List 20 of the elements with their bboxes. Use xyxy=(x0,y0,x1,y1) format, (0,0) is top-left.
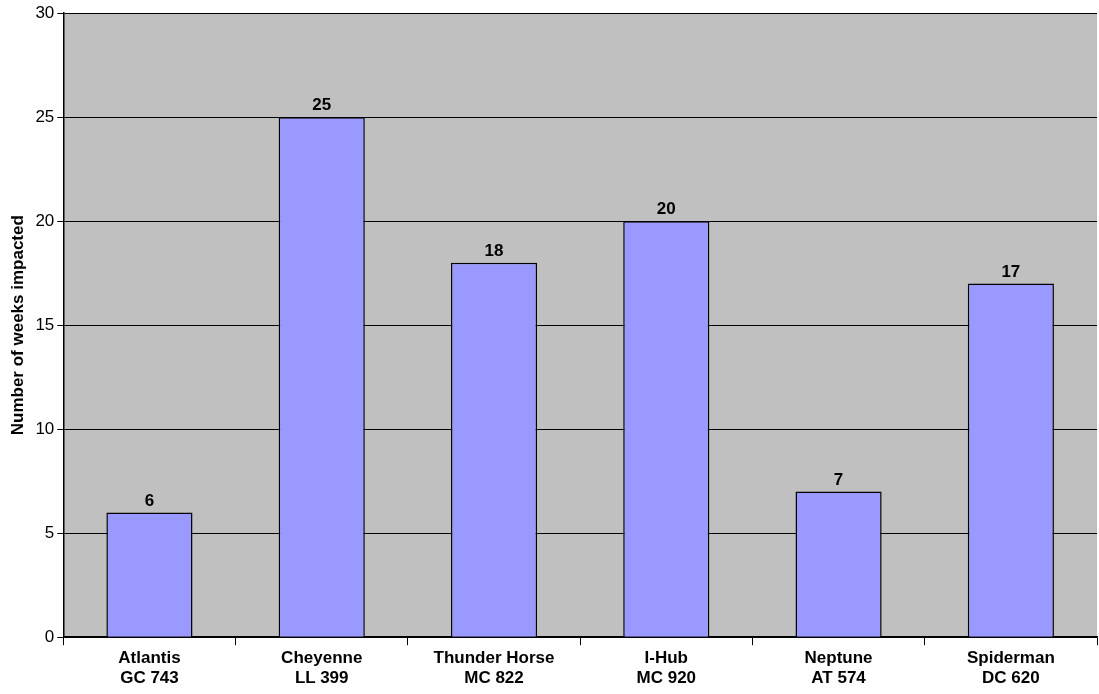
y-tick-label: 25 xyxy=(35,106,55,126)
data-label: 6 xyxy=(144,490,155,510)
y-tick-label: 5 xyxy=(44,522,55,542)
x-tick-label: Neptune AT 574 xyxy=(804,648,873,688)
y-tick-label: 20 xyxy=(35,210,55,230)
data-label: 20 xyxy=(656,199,676,219)
data-label: 17 xyxy=(1001,261,1021,281)
x-tick-label: Cheyenne LL 399 xyxy=(281,648,363,688)
data-label: 25 xyxy=(312,95,332,115)
y-tick-label: 0 xyxy=(44,626,55,646)
y-tick-label: 10 xyxy=(35,418,55,438)
y-tick-label: 30 xyxy=(35,2,55,22)
data-label: 18 xyxy=(484,240,504,260)
y-axis-title: Number of weeks impacted xyxy=(7,215,27,436)
x-tick-label: Spiderman DC 620 xyxy=(966,648,1055,688)
data-label: 7 xyxy=(833,469,844,489)
x-tick-label: Atlantis GC 743 xyxy=(118,648,181,688)
y-tick-label: 15 xyxy=(35,314,55,334)
x-tick-label: Thunder Horse MC 822 xyxy=(433,648,555,688)
x-tick-label: I-Hub MC 920 xyxy=(636,648,697,688)
